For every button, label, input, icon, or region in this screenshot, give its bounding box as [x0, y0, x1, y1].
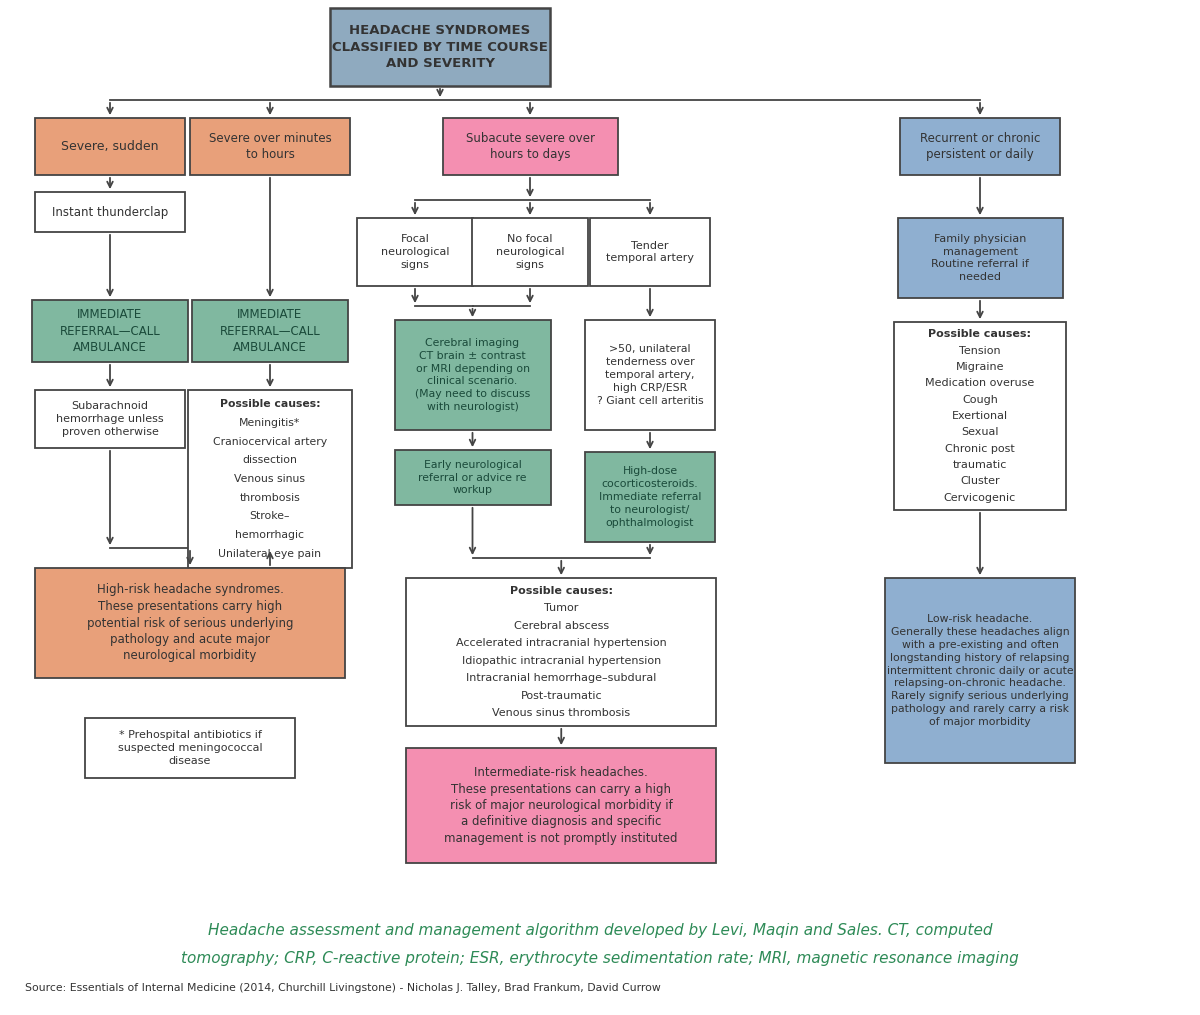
Text: Intracranial hemorrhage–subdural: Intracranial hemorrhage–subdural	[466, 673, 656, 683]
FancyBboxPatch shape	[443, 118, 618, 175]
Text: Low-risk headache.
Generally these headaches align
with a pre-existing and often: Low-risk headache. Generally these heada…	[887, 614, 1073, 727]
Text: Subacute severe over
hours to days: Subacute severe over hours to days	[466, 132, 594, 161]
Text: Early neurological
referral or advice re
workup: Early neurological referral or advice re…	[419, 460, 527, 495]
Text: Intermediate-risk headaches.
These presentations can carry a high
risk of major : Intermediate-risk headaches. These prese…	[444, 766, 678, 845]
Text: Recurrent or chronic
persistent or daily: Recurrent or chronic persistent or daily	[920, 132, 1040, 161]
FancyBboxPatch shape	[472, 218, 588, 286]
Text: * Prehospital antibiotics if
suspected meningococcal
disease: * Prehospital antibiotics if suspected m…	[118, 730, 263, 765]
Text: Accelerated intracranial hypertension: Accelerated intracranial hypertension	[456, 638, 667, 649]
Text: High-dose
cocorticosteroids.
Immediate referral
to neurologist/
ophthalmologist: High-dose cocorticosteroids. Immediate r…	[599, 467, 701, 528]
Text: Exertional: Exertional	[952, 411, 1008, 421]
Text: Instant thunderclap: Instant thunderclap	[52, 205, 168, 218]
Text: Possible causes:: Possible causes:	[510, 586, 613, 596]
Text: Cervicogenic: Cervicogenic	[944, 492, 1016, 502]
Text: Source: Essentials of Internal Medicine (2014, Churchill Livingstone) - Nicholas: Source: Essentials of Internal Medicine …	[25, 983, 661, 993]
FancyBboxPatch shape	[85, 718, 295, 779]
Text: Focal
neurological
signs: Focal neurological signs	[380, 234, 449, 270]
FancyBboxPatch shape	[395, 320, 551, 430]
Text: dissection: dissection	[242, 456, 298, 465]
Text: Cerebral abscess: Cerebral abscess	[514, 621, 608, 631]
Text: Post-traumatic: Post-traumatic	[521, 690, 602, 700]
Text: >50, unilateral
tenderness over
temporal artery,
high CRP/ESR
? Giant cell arter: >50, unilateral tenderness over temporal…	[596, 344, 703, 406]
Text: High-risk headache syndromes.
These presentations carry high
potential risk of s: High-risk headache syndromes. These pres…	[86, 584, 293, 663]
Text: No focal
neurological
signs: No focal neurological signs	[496, 234, 564, 270]
Text: IMMEDIATE
REFERRAL—CALL
AMBULANCE: IMMEDIATE REFERRAL—CALL AMBULANCE	[60, 308, 161, 354]
FancyBboxPatch shape	[586, 320, 715, 430]
FancyBboxPatch shape	[35, 568, 346, 678]
FancyBboxPatch shape	[190, 118, 350, 175]
FancyBboxPatch shape	[395, 450, 551, 505]
Text: Headache assessment and management algorithm developed by Levi, Maqin and Sales.: Headache assessment and management algor…	[208, 923, 992, 938]
FancyBboxPatch shape	[407, 578, 716, 726]
FancyBboxPatch shape	[32, 300, 188, 362]
Text: Craniocervical artery: Craniocervical artery	[212, 436, 328, 447]
Text: Migraine: Migraine	[955, 362, 1004, 371]
Text: Chronic post: Chronic post	[946, 444, 1015, 454]
Text: Tumor: Tumor	[544, 604, 578, 613]
Text: Subarachnoid
hemorrhage unless
proven otherwise: Subarachnoid hemorrhage unless proven ot…	[56, 401, 164, 436]
Text: Sexual: Sexual	[961, 427, 998, 437]
Text: Venous sinus: Venous sinus	[234, 474, 306, 484]
Text: Cluster: Cluster	[960, 476, 1000, 486]
Text: HEADACHE SYNDROMES
CLASSIFIED BY TIME COURSE
AND SEVERITY: HEADACHE SYNDROMES CLASSIFIED BY TIME CO…	[332, 24, 548, 70]
Text: Tender
temporal artery: Tender temporal artery	[606, 241, 694, 264]
FancyBboxPatch shape	[407, 748, 716, 863]
FancyBboxPatch shape	[590, 218, 710, 286]
Text: Severe, sudden: Severe, sudden	[61, 140, 158, 153]
Text: thrombosis: thrombosis	[240, 492, 300, 502]
FancyBboxPatch shape	[898, 218, 1062, 298]
FancyBboxPatch shape	[192, 300, 348, 362]
FancyBboxPatch shape	[894, 322, 1066, 510]
Text: Idiopathic intracranial hypertension: Idiopathic intracranial hypertension	[462, 656, 661, 666]
Text: Medication overuse: Medication overuse	[925, 379, 1034, 389]
Text: hemorrhagic: hemorrhagic	[235, 530, 305, 540]
Text: Family physician
management
Routine referral if
needed: Family physician management Routine refe…	[931, 233, 1028, 282]
FancyBboxPatch shape	[35, 192, 185, 232]
FancyBboxPatch shape	[586, 452, 715, 542]
FancyBboxPatch shape	[358, 218, 473, 286]
Text: Severe over minutes
to hours: Severe over minutes to hours	[209, 132, 331, 161]
Text: Cough: Cough	[962, 395, 998, 405]
FancyBboxPatch shape	[886, 578, 1075, 763]
Text: Stroke–: Stroke–	[250, 512, 290, 522]
FancyBboxPatch shape	[900, 118, 1060, 175]
Text: Possible causes:: Possible causes:	[929, 329, 1032, 339]
Text: Tension: Tension	[959, 346, 1001, 355]
Text: IMMEDIATE
REFERRAL—CALL
AMBULANCE: IMMEDIATE REFERRAL—CALL AMBULANCE	[220, 308, 320, 354]
Text: traumatic: traumatic	[953, 460, 1007, 470]
Text: tomography; CRP, C-reactive protein; ESR, erythrocyte sedimentation rate; MRI, m: tomography; CRP, C-reactive protein; ESR…	[181, 950, 1019, 965]
FancyBboxPatch shape	[35, 390, 185, 448]
Text: Venous sinus thrombosis: Venous sinus thrombosis	[492, 707, 630, 718]
Text: Unilateral eye pain: Unilateral eye pain	[218, 549, 322, 559]
Text: Possible causes:: Possible causes:	[220, 399, 320, 409]
Text: Meningitis*: Meningitis*	[239, 418, 301, 427]
FancyBboxPatch shape	[35, 118, 185, 175]
FancyBboxPatch shape	[330, 8, 550, 86]
FancyBboxPatch shape	[188, 390, 352, 568]
Text: Cerebral imaging
CT brain ± contrast
or MRI depending on
clinical scenario.
(May: Cerebral imaging CT brain ± contrast or …	[415, 338, 530, 412]
